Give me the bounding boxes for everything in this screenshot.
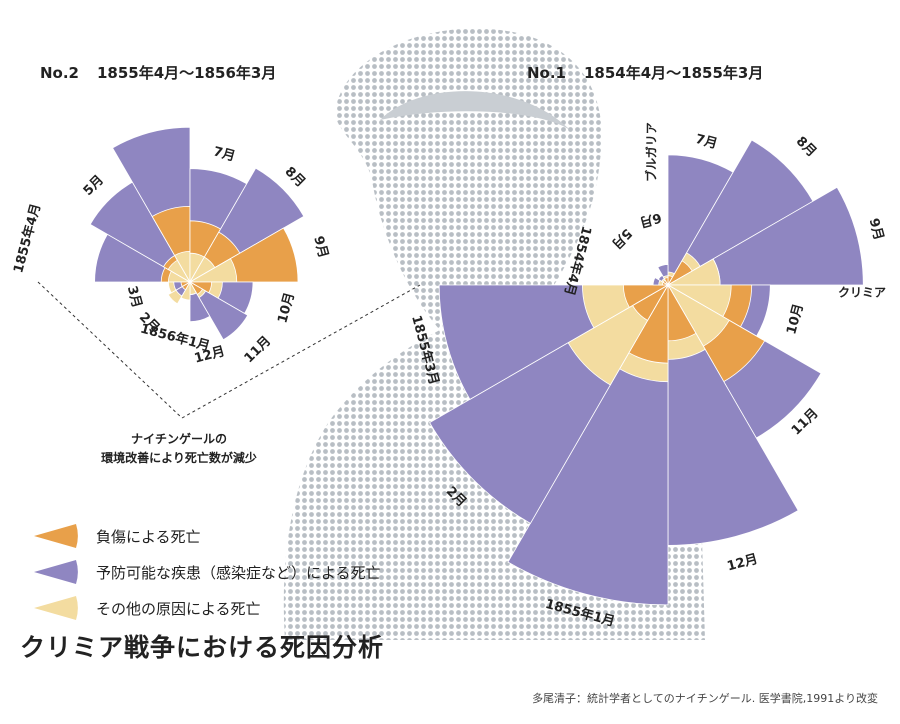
month-label: 8月 — [793, 134, 819, 160]
month-label: 5月 — [81, 173, 107, 199]
month-label: 7月 — [212, 144, 237, 164]
chart-no1-number: No.1 — [527, 64, 566, 82]
month-label: 6月 — [638, 209, 663, 229]
chart-no2-header: No.2 1855年4月～1856年3月 — [40, 62, 276, 83]
improvement-note: ナイチンゲールの 環境改善により死亡数が減少 — [74, 430, 284, 468]
chart-no2-number: No.2 — [40, 64, 79, 82]
legend: 負傷による死亡 予防可能な疾患（感染症など）による死亡 その他の原因による死亡 — [30, 518, 381, 626]
wedge-disease — [666, 139, 814, 287]
note-line-2: 環境改善により死亡数が減少 — [101, 451, 257, 465]
note-line-1: ナイチンゲールの — [130, 432, 227, 446]
month-label: 3月 — [124, 284, 144, 309]
rose-chart-no2 — [89, 126, 305, 341]
wedge-icon — [34, 524, 78, 548]
wedge-icon — [34, 596, 78, 620]
location-annotation: ブルガリア — [644, 122, 659, 182]
legend-item-other: その他の原因による死亡 — [30, 590, 381, 626]
month-label: 7月 — [694, 132, 719, 152]
month-label: 11月 — [242, 334, 275, 367]
location-annotation: クリミア — [838, 286, 886, 300]
month-label: 1855年4月 — [10, 202, 44, 275]
legend-item-disease: 予防可能な疾患（感染症など）による死亡 — [30, 554, 381, 590]
month-label: 9月 — [866, 217, 886, 242]
month-label: 8月 — [282, 164, 308, 190]
wedge-disease — [666, 186, 864, 286]
chart-no1-header: No.1 1854年4月～1855年3月 — [527, 62, 763, 83]
legend-label: 予防可能な疾患（感染症など）による死亡 — [96, 563, 381, 582]
dashed-connector — [37, 281, 183, 419]
chart-no2-period: 1855年4月～1856年3月 — [97, 64, 277, 82]
rose-chart-no1 — [429, 139, 864, 606]
wedge-wounds — [663, 277, 669, 287]
wedge-icon — [34, 560, 78, 584]
wedge-wounds — [180, 281, 192, 288]
page-title: クリミア戦争における死因分析 — [20, 633, 385, 662]
legend-item-wounds: 負傷による死亡 — [30, 518, 381, 554]
chart-no1-period: 1854年4月～1855年3月 — [584, 64, 764, 82]
month-label: 10月 — [784, 302, 807, 336]
wedge-disease — [188, 280, 249, 341]
source-credit: 多尾清子：統計学者としてのナイチンゲール. 医学書院,1991より改変 — [532, 692, 878, 705]
wedge-wounds — [622, 284, 670, 308]
month-label: 12月 — [726, 552, 760, 575]
legend-label: その他の原因による死亡 — [96, 599, 261, 618]
month-label: 11月 — [789, 406, 822, 439]
legend-label: 負傷による死亡 — [96, 527, 201, 546]
month-label: 5月 — [608, 225, 634, 251]
month-label: 10月 — [275, 291, 298, 325]
month-label: 9月 — [310, 235, 330, 260]
